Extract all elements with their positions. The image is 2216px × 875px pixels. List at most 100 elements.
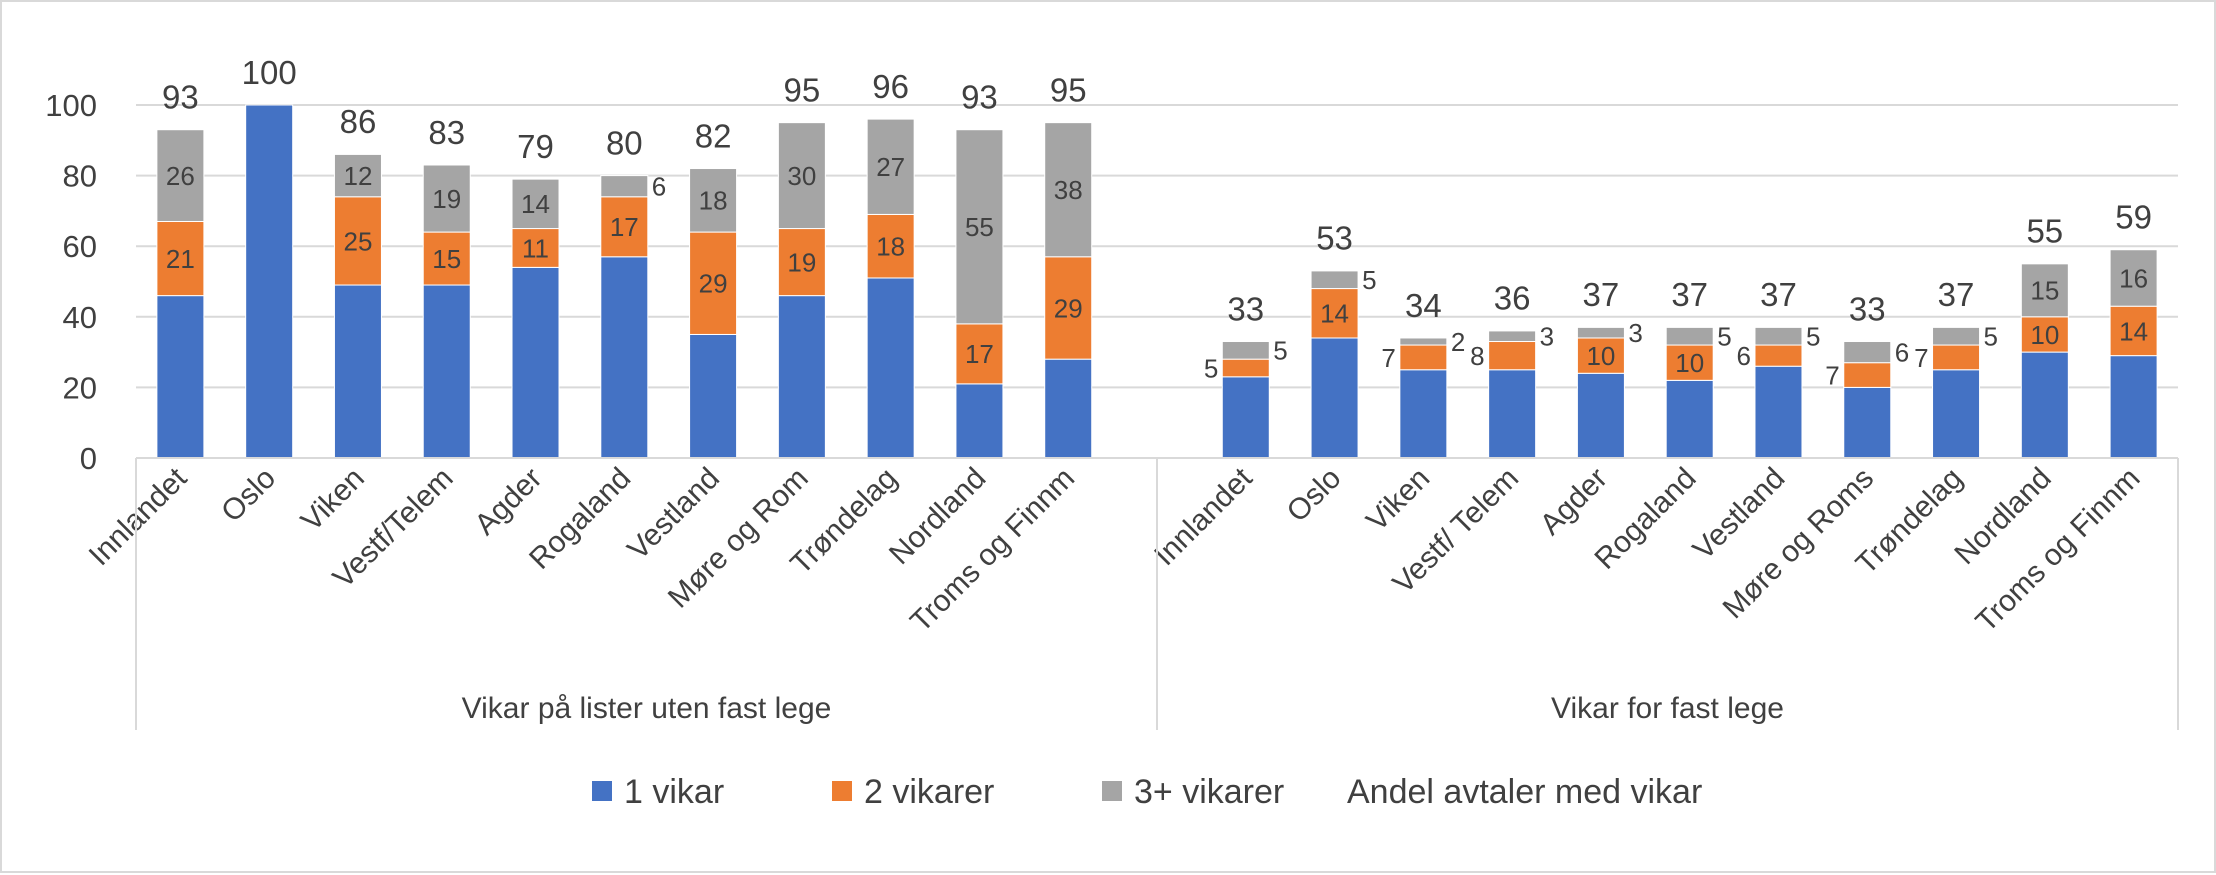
total-label: 34 xyxy=(1405,287,1442,324)
total-label: 95 xyxy=(1050,71,1087,108)
legend-swatch-2-vikarer xyxy=(832,781,852,801)
legend-label: 3+ vikarer xyxy=(1134,773,1284,811)
total-label: 37 xyxy=(1938,276,1975,313)
bar-segment-3-vikarer xyxy=(777,122,826,230)
legend-swatch-1-vikar xyxy=(592,781,612,801)
bar-segment-1-vikar xyxy=(1488,369,1537,459)
data-label: 5 xyxy=(1984,322,1998,352)
total-label: 59 xyxy=(2115,199,2152,236)
data-label: 3 xyxy=(1628,318,1642,348)
bar-segment-1-vikar xyxy=(511,266,560,459)
data-label: 25 xyxy=(343,226,372,256)
total-label: 55 xyxy=(2026,213,2063,250)
bar-segment-2-vikarer xyxy=(2109,305,2158,357)
bar-segment-2-vikarer xyxy=(866,213,915,279)
data-label: 12 xyxy=(343,161,372,191)
total-label: 100 xyxy=(242,54,297,91)
bar-segment-2-vikarer xyxy=(689,231,738,335)
y-tick-label: 0 xyxy=(80,441,97,476)
bar-segment-2-vikarer xyxy=(777,228,826,297)
bar-segment-3-vikarer xyxy=(955,129,1004,325)
y-tick-label: 20 xyxy=(63,370,97,405)
total-label: 96 xyxy=(872,68,909,105)
bar-segment-1-vikar xyxy=(1843,386,1892,459)
data-label: 10 xyxy=(1586,341,1615,371)
data-label: 18 xyxy=(699,186,728,216)
data-label: 15 xyxy=(432,244,461,274)
bar-segment-3-vikarer xyxy=(511,178,560,230)
data-label: 14 xyxy=(2119,316,2148,346)
bar-segment-2-vikarer xyxy=(1488,341,1537,371)
bar-segment-2-vikarer xyxy=(1843,362,1892,388)
total-label: 37 xyxy=(1583,276,1620,313)
total-label: 53 xyxy=(1316,220,1353,257)
bar-segment-2-vikarer xyxy=(2020,316,2069,353)
data-label: 38 xyxy=(1054,175,1083,205)
bar-segment-3-vikarer xyxy=(866,118,915,215)
bar-segment-1-vikar xyxy=(777,295,826,459)
total-label: 82 xyxy=(695,117,732,154)
data-label: 6 xyxy=(1737,341,1751,371)
bar-segment-1-vikar xyxy=(1399,369,1448,459)
bar-segment-1-vikar xyxy=(245,104,294,459)
total-label: 93 xyxy=(162,79,199,116)
data-label: 7 xyxy=(1381,343,1395,373)
category-label: Viken xyxy=(295,462,371,538)
total-label: 95 xyxy=(784,71,821,108)
data-label: 29 xyxy=(1054,293,1083,323)
bar-segment-1-vikar xyxy=(1310,337,1359,459)
total-label: 93 xyxy=(961,79,998,116)
category-label: Oslo xyxy=(1281,462,1348,529)
y-tick-label: 80 xyxy=(63,159,97,194)
bar-segment-3-vikarer xyxy=(1843,341,1892,364)
bar-segment-3-vikarer xyxy=(2020,263,2069,318)
data-label: 10 xyxy=(2030,320,2059,350)
total-label: 79 xyxy=(517,128,554,165)
bar-segment-1-vikar xyxy=(1665,379,1714,459)
legend-label: 1 vikar xyxy=(624,773,724,811)
bar-segment-3-vikarer xyxy=(1221,341,1270,360)
bar-segment-1-vikar xyxy=(600,256,649,459)
total-label: 86 xyxy=(340,103,377,140)
category-label: Møre og Roms xyxy=(1717,462,1881,626)
category-label: Agder xyxy=(469,462,549,542)
data-label: 18 xyxy=(876,232,905,262)
bar-segment-2-vikarer xyxy=(156,220,205,297)
data-label: 5 xyxy=(1806,322,1820,352)
bar-segment-3-vikarer xyxy=(600,175,649,198)
bar-segment-2-vikarer xyxy=(1932,344,1981,371)
category-label: Troms og Finnm xyxy=(904,462,1081,639)
data-label: 2 xyxy=(1451,327,1465,357)
category-label: Agder xyxy=(1534,462,1614,542)
legend-label: 2 vikarer xyxy=(864,773,994,811)
data-label: 14 xyxy=(521,189,550,219)
data-label: 6 xyxy=(652,172,666,202)
bar-segment-1-vikar xyxy=(156,295,205,459)
bar-segment-3-vikarer xyxy=(1310,270,1359,290)
total-label: 33 xyxy=(1227,290,1264,327)
bar-segment-3-vikarer xyxy=(1932,326,1981,346)
bar-segment-1-vikar xyxy=(1932,369,1981,459)
data-label: 5 xyxy=(1204,353,1218,383)
bar-segment-1-vikar xyxy=(866,277,915,459)
data-label: 21 xyxy=(166,244,195,274)
bar-segment-3-vikarer xyxy=(1754,326,1803,346)
category-label: Troms og Finnm xyxy=(1970,462,2147,639)
bar-segment-3-vikarer xyxy=(1488,330,1537,343)
bar-segment-1-vikar xyxy=(689,333,738,459)
data-label: 7 xyxy=(1914,343,1928,373)
bar-segment-1-vikar xyxy=(1576,372,1625,459)
bar-segment-2-vikarer xyxy=(1221,358,1270,378)
data-label: 16 xyxy=(2119,263,2148,293)
bar-segment-2-vikarer xyxy=(1754,344,1803,367)
bar-segment-3-vikarer xyxy=(1665,326,1714,346)
data-label: 27 xyxy=(876,152,905,182)
bar-segment-3-vikarer xyxy=(2109,249,2158,307)
bar-segment-1-vikar xyxy=(333,284,382,459)
bar-segment-2-vikarer xyxy=(1399,344,1448,371)
data-label: 14 xyxy=(1320,299,1349,329)
data-label: 30 xyxy=(787,161,816,191)
bar-segment-3-vikarer xyxy=(1044,122,1093,258)
bar-segment-1-vikar xyxy=(1754,365,1803,459)
